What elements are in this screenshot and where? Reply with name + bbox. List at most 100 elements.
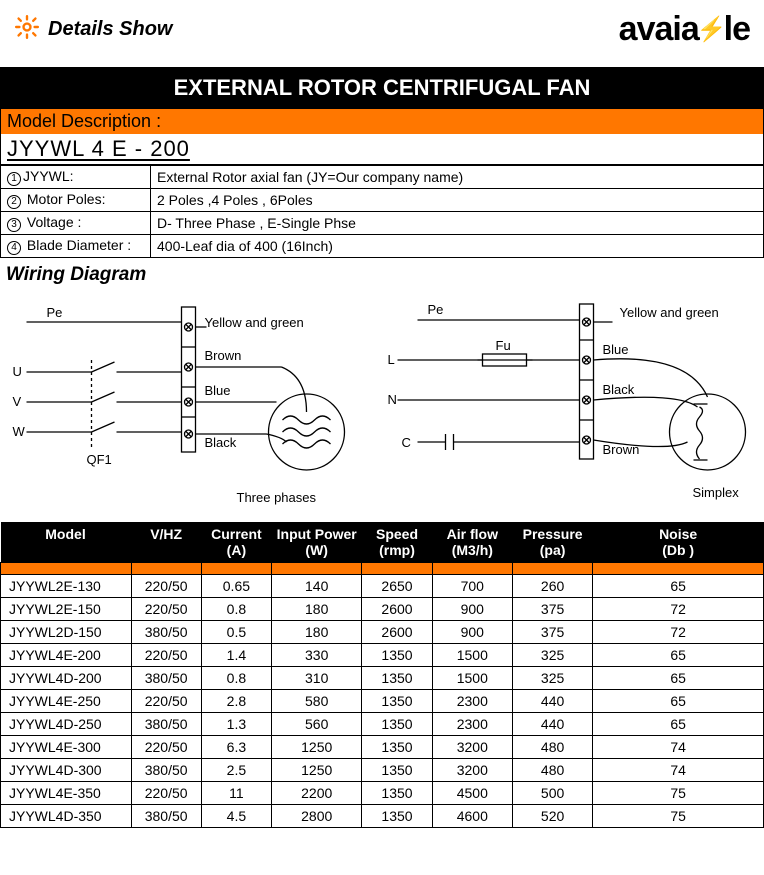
brand-logo: avaia⚡le [619, 10, 750, 49]
spec-cell: 2650 [362, 575, 432, 598]
spec-cell: 1350 [362, 759, 432, 782]
wiring-diagram-area: Pe U V W QF1 Yellow and green Brown Blue… [0, 288, 764, 522]
svg-text:Pe: Pe [428, 302, 444, 317]
svg-text:U: U [13, 364, 22, 379]
spec-cell: 2300 [432, 690, 512, 713]
spec-cell: 2300 [432, 713, 512, 736]
spec-cell: JYYWL4E-300 [1, 736, 132, 759]
svg-text:Brown: Brown [205, 348, 242, 363]
spec-cell: 375 [512, 598, 592, 621]
spec-cell: 0.65 [201, 575, 271, 598]
desc-label-cell: 4 Blade Diameter : [1, 235, 151, 258]
spec-header: Noise(Db ) [593, 522, 764, 563]
spec-cell: 4.5 [201, 805, 271, 828]
orange-divider-cell [201, 563, 271, 575]
spec-cell: JYYWL2E-130 [1, 575, 132, 598]
spec-cell: 11 [201, 782, 271, 805]
spec-cell: 220/50 [131, 644, 201, 667]
orange-divider-cell [593, 563, 764, 575]
model-description-bar: Model Description : [0, 109, 764, 134]
spec-cell: JYYWL4E-350 [1, 782, 132, 805]
desc-row: 1JYYWL:External Rotor axial fan (JY=Our … [1, 166, 764, 189]
spec-cell: 380/50 [131, 667, 201, 690]
svg-text:W: W [13, 424, 26, 439]
spec-cell: 900 [432, 598, 512, 621]
spec-row: JYYWL4E-300220/506.312501350320048074 [1, 736, 764, 759]
spec-cell: JYYWL4D-250 [1, 713, 132, 736]
spec-cell: 4600 [432, 805, 512, 828]
spec-header: V/HZ [131, 522, 201, 563]
svg-text:Black: Black [205, 435, 237, 450]
spec-cell: 2600 [362, 621, 432, 644]
spec-cell: 72 [593, 621, 764, 644]
spec-cell: 74 [593, 759, 764, 782]
spec-cell: 1350 [362, 736, 432, 759]
spec-cell: 75 [593, 805, 764, 828]
desc-row: 2 Motor Poles:2 Poles ,4 Poles , 6Poles [1, 189, 764, 212]
spec-cell: 330 [272, 644, 362, 667]
header-left: Details Show [14, 14, 172, 45]
svg-text:Black: Black [603, 382, 635, 397]
spec-cell: 900 [432, 621, 512, 644]
spec-cell: 2.5 [201, 759, 271, 782]
spec-cell: 0.5 [201, 621, 271, 644]
spec-cell: 700 [432, 575, 512, 598]
wiring-simplex-svg: Pe L Fu N C Yellow and green Blue Black … [387, 292, 758, 512]
orange-divider-cell [272, 563, 362, 575]
spec-cell: 1350 [362, 782, 432, 805]
orange-divider-cell [131, 563, 201, 575]
desc-row: 3 Voltage :D- Three Phase , E-Single Phs… [1, 212, 764, 235]
spec-row: JYYWL2D-150380/500.5180260090037572 [1, 621, 764, 644]
spec-cell: 65 [593, 713, 764, 736]
spec-cell: JYYWL4D-350 [1, 805, 132, 828]
spec-row: JYYWL4D-300380/502.512501350320048074 [1, 759, 764, 782]
model-code: JYYWL 4 E - 200 [0, 134, 764, 165]
spec-cell: 72 [593, 598, 764, 621]
gear-icon [14, 14, 40, 45]
spec-cell: 65 [593, 644, 764, 667]
spec-cell: 1250 [272, 736, 362, 759]
spec-cell: 1250 [272, 759, 362, 782]
spec-cell: 180 [272, 598, 362, 621]
svg-text:Blue: Blue [205, 383, 231, 398]
svg-text:Fu: Fu [496, 338, 511, 353]
desc-label-cell: 2 Motor Poles: [1, 189, 151, 212]
svg-text:Simplex: Simplex [693, 485, 740, 500]
spec-cell: 6.3 [201, 736, 271, 759]
spec-cell: 220/50 [131, 782, 201, 805]
svg-text:L: L [388, 352, 395, 367]
desc-value-cell: D- Three Phase , E-Single Phse [151, 212, 764, 235]
svg-text:QF1: QF1 [87, 452, 112, 467]
svg-text:N: N [388, 392, 397, 407]
spec-row: JYYWL4E-200220/501.43301350150032565 [1, 644, 764, 667]
spec-cell: 2800 [272, 805, 362, 828]
spec-row: JYYWL4E-350220/501122001350450050075 [1, 782, 764, 805]
svg-text:Yellow and green: Yellow and green [205, 315, 304, 330]
orange-divider-cell [432, 563, 512, 575]
desc-row: 4 Blade Diameter :400-Leaf dia of 400 (1… [1, 235, 764, 258]
desc-label-cell: 1JYYWL: [1, 166, 151, 189]
details-show-label: Details Show [48, 18, 172, 41]
spec-cell: 65 [593, 575, 764, 598]
spec-cell: 1350 [362, 713, 432, 736]
orange-divider-cell [1, 563, 132, 575]
svg-text:C: C [402, 435, 411, 450]
spec-header: Air flow(M3/h) [432, 522, 512, 563]
spec-cell: 1350 [362, 805, 432, 828]
spec-cell: 260 [512, 575, 592, 598]
description-table: 1JYYWL:External Rotor axial fan (JY=Our … [0, 165, 764, 258]
spec-cell: 325 [512, 667, 592, 690]
spec-cell: 380/50 [131, 759, 201, 782]
spec-cell: 325 [512, 644, 592, 667]
svg-text:Pe: Pe [47, 305, 63, 320]
desc-label-cell: 3 Voltage : [1, 212, 151, 235]
spec-cell: 140 [272, 575, 362, 598]
page-header: Details Show avaia⚡le [0, 0, 764, 67]
svg-text:V: V [13, 394, 22, 409]
specification-table: Model V/HZ Current(A)Input Power(W)Speed… [0, 522, 764, 828]
spec-cell: 4500 [432, 782, 512, 805]
spec-cell: 1350 [362, 644, 432, 667]
spec-cell: 2200 [272, 782, 362, 805]
spec-cell: 2.8 [201, 690, 271, 713]
orange-divider-cell [362, 563, 432, 575]
